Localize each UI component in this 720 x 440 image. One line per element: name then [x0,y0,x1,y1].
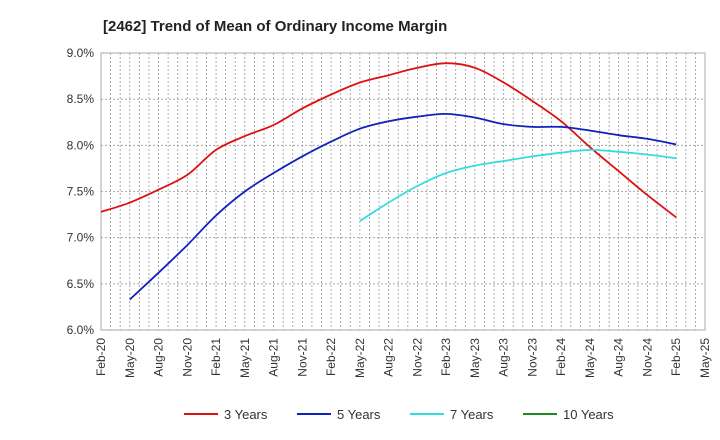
legend-label-5-years: 5 Years [337,407,381,422]
x-tick-label: Feb-25 [669,338,683,376]
y-tick-label: 8.5% [67,92,95,106]
x-tick-label: Feb-22 [324,338,338,376]
x-tick-label: Feb-23 [439,338,453,376]
x-tick-label: Aug-23 [497,338,511,377]
x-tick-label: Aug-22 [382,338,396,377]
x-tick-label: Nov-23 [525,338,539,377]
x-tick-label: Feb-20 [94,338,108,376]
tick-labels: 6.0% 6.5% 7.0% 7.5% 8.0% 8.5% 9.0% Feb-20 May-20… [67,46,712,378]
series-line-3-years [100,62,677,219]
legend: 3 Years 5 Years 7 Years 10 Years [184,407,614,422]
y-tick-label: 8.0% [67,138,95,152]
axes [100,52,706,331]
legend-label-10-years: 10 Years [563,407,614,422]
x-tick-label: Aug-20 [152,338,166,377]
x-tick-label: May-22 [353,338,367,378]
y-tick-label: 6.5% [67,277,95,291]
x-tick-label: May-23 [468,338,482,378]
series-line-7-years [359,148,677,222]
x-tick-label: Feb-24 [554,338,568,376]
x-tick-label: Nov-21 [295,338,309,377]
x-tick-label: May-21 [238,338,252,378]
legend-label-7-years: 7 Years [450,407,494,422]
y-tick-label: 7.0% [67,231,95,245]
x-tick-label: May-25 [698,338,712,378]
plot-frame [100,52,706,331]
x-tick-label: Feb-21 [209,338,223,376]
legend-label-3-years: 3 Years [224,407,268,422]
x-tick-label: Aug-21 [267,338,281,377]
y-tick-label: 7.5% [67,185,95,199]
x-tick-label: May-20 [123,338,137,378]
series-line-5-years [129,112,677,301]
y-tick-label: 6.0% [67,323,95,337]
x-tick-label: Nov-22 [410,338,424,377]
series-lines [100,62,677,301]
x-tick-label: Nov-24 [640,338,654,377]
x-tick-label: Nov-20 [180,338,194,377]
chart-title: [2462] Trend of Mean of Ordinary Income … [103,18,447,35]
x-tick-label: Aug-24 [612,338,626,377]
grid [101,53,705,330]
y-tick-label: 9.0% [67,46,95,60]
x-tick-label: May-24 [583,338,597,378]
